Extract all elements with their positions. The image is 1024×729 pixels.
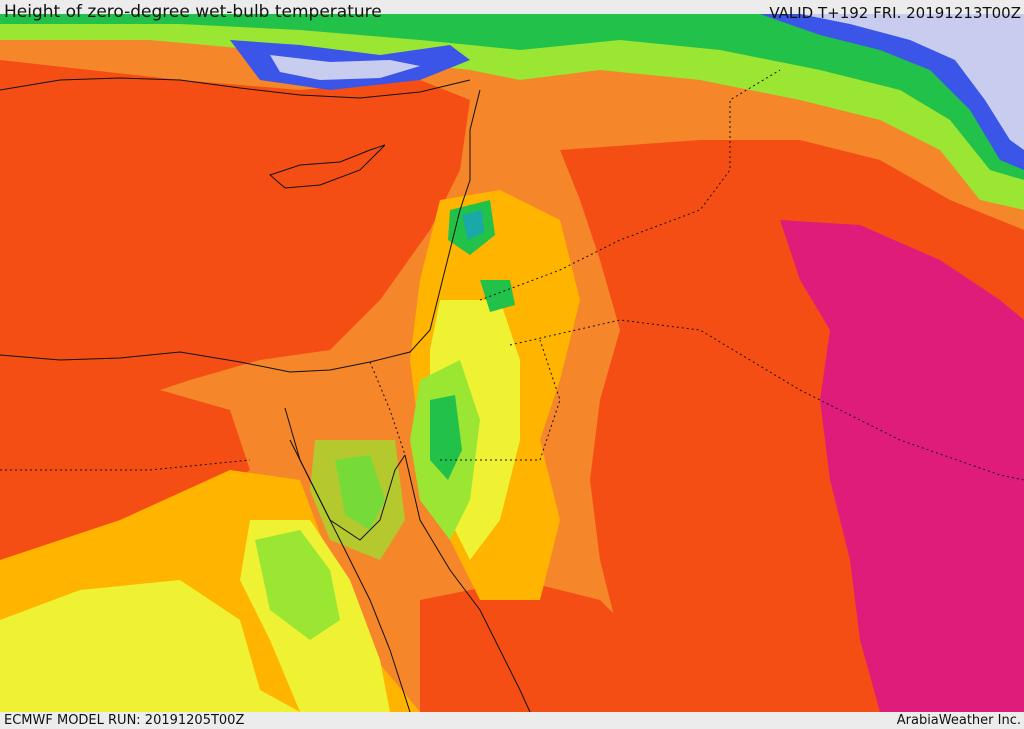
field-green-north xyxy=(0,14,1024,180)
field-teal-lebanon xyxy=(462,210,484,240)
weather-map[interactable] xyxy=(0,14,1024,712)
map-title: Height of zero-degree wet-bulb temperatu… xyxy=(4,2,382,22)
field-red-orange-south xyxy=(420,580,660,712)
credit-label: ArabiaWeather Inc. xyxy=(896,713,1021,728)
field-lavender-north xyxy=(800,14,1024,150)
valid-time: VALID T+192 FRI. 20191213T00Z xyxy=(769,4,1021,22)
field-lime-egypt xyxy=(255,530,340,640)
model-run-label: ECMWF MODEL RUN: 20191205T00Z xyxy=(4,713,245,728)
field-red-orange-anatolia xyxy=(0,60,470,430)
footer-bar: ECMWF MODEL RUN: 20191205T00Z ArabiaWeat… xyxy=(0,712,1024,729)
field-lime-sinai xyxy=(310,440,405,560)
field-green-levant xyxy=(430,395,462,480)
borders xyxy=(0,69,1024,481)
header-bar-overlay: Height of zero-degree wet-bulb temperatu… xyxy=(0,0,1024,22)
coastlines xyxy=(0,77,531,712)
field-lavender-blacksea xyxy=(270,55,420,80)
field-magenta xyxy=(780,220,1024,712)
field-lime-north xyxy=(0,14,1024,210)
field-yellow-egypt xyxy=(0,580,300,712)
field-green-jordan xyxy=(480,280,515,312)
